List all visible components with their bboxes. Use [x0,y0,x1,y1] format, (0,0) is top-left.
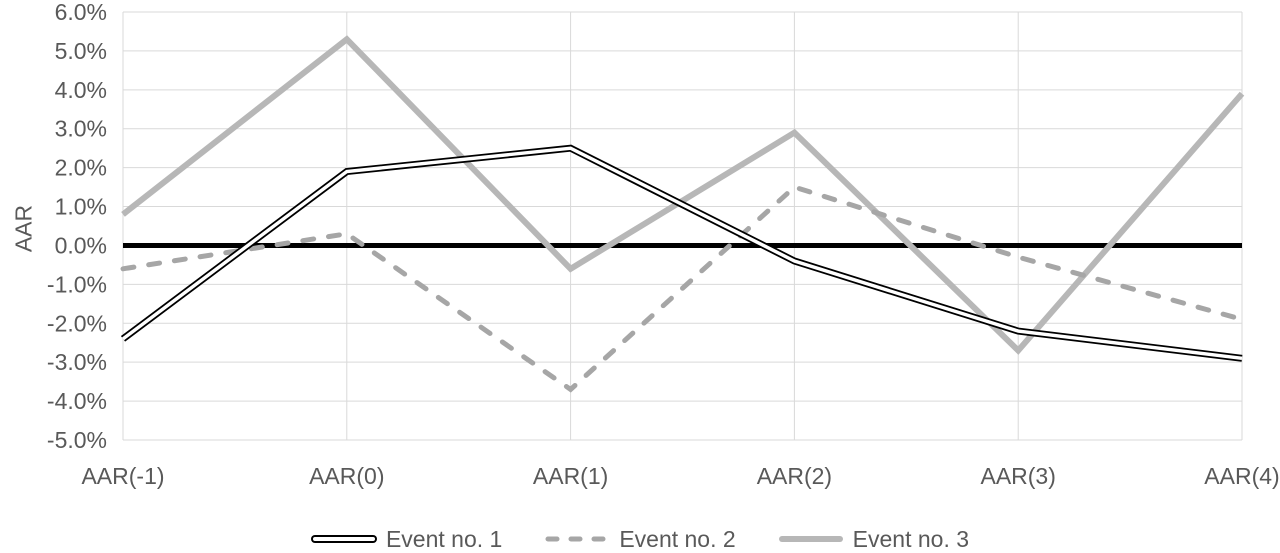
y-tick-label: -4.0% [47,388,107,414]
y-tick-label: 2.0% [55,155,107,181]
series-line-event-no-1-inner [121,146,1243,360]
x-tick-label: AAR(0) [309,463,384,489]
series-line-event-no-2 [120,184,1245,393]
x-tick-label: AAR(1) [533,463,608,489]
x-tick-label: AAR(3) [980,463,1055,489]
series-line-event-no-1 [120,144,1243,362]
y-tick-label: 5.0% [55,38,107,64]
x-tick-label: AAR(2) [757,463,832,489]
y-tick-label: 0.0% [55,232,107,258]
x-tick-label: AAR(-1) [81,463,164,489]
legend-label: Event no. 3 [852,525,970,552]
x-tick-label: AAR(4) [1204,463,1279,489]
y-tick-label: -1.0% [47,271,107,297]
y-tick-label: 1.0% [55,194,107,220]
y-tick-label: -2.0% [47,310,107,336]
legend-item-event-no-1: Event no. 1 [310,525,503,553]
legend-label: Event no. 1 [385,525,503,552]
y-axis-title: AAR [10,204,37,253]
y-tick-label: -3.0% [47,349,107,375]
legend-sample-dashed-line [545,536,609,542]
legend-sample-solid-line [778,536,843,542]
y-tick-label: 6.0% [55,0,107,25]
legend-item-event-no-2: Event no. 2 [544,525,736,553]
legend: Event no. 1 Event no. 2 Event no. 3 [0,524,1280,553]
y-tick-label: -5.0% [47,427,107,453]
legend-item-event-no-3: Event no. 3 [778,526,969,553]
legend-label: Event no. 2 [619,525,736,552]
y-tick-label: 4.0% [55,77,107,103]
y-tick-label: 3.0% [55,116,107,142]
series-line-event-no-3 [121,35,1245,355]
legend-sample-double-line [310,535,377,543]
